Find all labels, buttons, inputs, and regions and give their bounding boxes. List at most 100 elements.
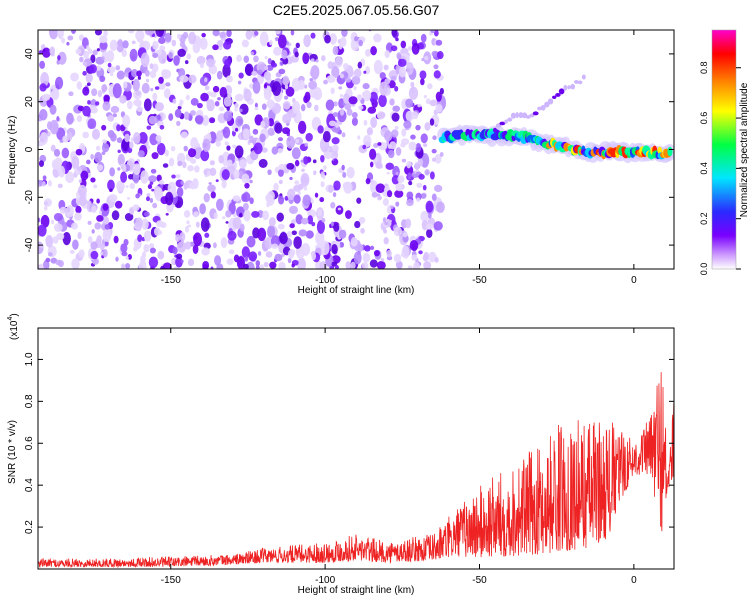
noise-blob [428, 251, 437, 263]
colorbar-label: Normalized spectral amplitude [739, 82, 750, 217]
noise-blob [433, 70, 441, 79]
noise-blob [195, 221, 200, 228]
noise-blob [96, 164, 104, 171]
noise-blob [279, 231, 288, 245]
noise-blob [99, 243, 105, 251]
noise-blob [282, 75, 290, 86]
noise-blob [439, 152, 444, 157]
snr-y-tick-label: 1.0 [24, 352, 35, 366]
noise-blob [289, 223, 295, 229]
noise-blob [271, 62, 278, 68]
noise-blob [216, 70, 223, 80]
noise-blob [102, 249, 108, 258]
noise-blob [406, 191, 414, 200]
noise-blob [78, 179, 82, 184]
noise-blob [180, 180, 184, 185]
noise-blob [53, 223, 63, 232]
noise-blob [305, 230, 314, 239]
colorbar-gradient [712, 30, 736, 269]
noise-blob [337, 207, 341, 211]
noise-blob [423, 94, 427, 99]
noise-blob [321, 55, 326, 62]
noise-blob [154, 187, 164, 202]
noise-blob [196, 55, 206, 65]
noise-blob [152, 92, 158, 101]
noise-blob [127, 254, 132, 260]
snr-multiplier-close: ) [9, 313, 20, 316]
noise-blob [186, 220, 190, 225]
noise-blob [156, 174, 162, 182]
noise-blob [187, 258, 195, 267]
noise-blob [103, 94, 111, 102]
noise-blob [122, 114, 131, 128]
noise-blob [149, 197, 154, 204]
noise-blob [135, 30, 145, 42]
secondary-signal-blob [544, 101, 550, 108]
noise-blob [263, 71, 271, 81]
noise-blob [76, 81, 83, 90]
noise-blob [342, 181, 351, 190]
noise-blob [433, 184, 443, 193]
noise-blob [259, 133, 266, 143]
noise-blob [376, 260, 386, 269]
noise-blob [246, 235, 256, 248]
noise-blob [86, 45, 90, 50]
noise-blob [164, 191, 174, 206]
noise-blob [284, 95, 289, 100]
noise-blob [242, 263, 249, 269]
noise-blob [282, 127, 291, 135]
noise-blob [109, 188, 113, 193]
noise-blob [175, 253, 183, 260]
noise-blob [234, 157, 239, 162]
noise-blob [252, 128, 259, 135]
noise-blob [330, 221, 334, 227]
secondary-signal-blob [507, 117, 513, 122]
noise-blob [101, 124, 107, 131]
noise-blob [320, 181, 325, 188]
noise-blob [217, 97, 221, 101]
noise-blob [433, 64, 439, 70]
noise-blob [242, 128, 250, 140]
noise-blob [146, 125, 152, 130]
noise-blob [67, 35, 74, 41]
noise-blob [268, 118, 275, 127]
noise-blob [332, 192, 337, 198]
noise-blob [408, 141, 417, 151]
noise-blob [309, 78, 314, 82]
noise-blob [251, 210, 260, 218]
snr-multiplier-base: (x10 [9, 320, 20, 340]
noise-blob [277, 148, 283, 154]
noise-blob [202, 260, 210, 269]
noise-blob [395, 37, 399, 42]
noise-blob [226, 145, 231, 151]
noise-blob [199, 203, 206, 215]
noise-blob [148, 256, 159, 268]
noise-blob [418, 250, 423, 255]
noise-blob [267, 127, 275, 136]
noise-blob [293, 194, 301, 204]
noise-blob [179, 41, 186, 48]
noise-blob [317, 208, 323, 217]
noise-blob [326, 75, 336, 83]
noise-blob [107, 129, 115, 139]
noise-blob [303, 34, 311, 48]
noise-blob [175, 174, 181, 179]
noise-blob [132, 204, 140, 212]
noise-blob [133, 246, 138, 252]
noise-blob [177, 48, 186, 57]
secondary-signal-blob [532, 111, 539, 116]
snr-x-axis-label: Height of straight line (km) [298, 585, 415, 596]
noise-blob [132, 172, 140, 184]
noise-blob [155, 30, 165, 38]
noise-blob [204, 232, 210, 238]
secondary-signal-blob [555, 93, 561, 97]
noise-blob [193, 211, 199, 218]
noise-blob [321, 218, 326, 223]
noise-blob [267, 58, 272, 65]
noise-blob [356, 197, 362, 204]
noise-blob [223, 96, 232, 107]
noise-blob [431, 50, 439, 57]
noise-blob [393, 253, 402, 263]
noise-blob [330, 87, 335, 95]
noise-blob [351, 111, 358, 119]
